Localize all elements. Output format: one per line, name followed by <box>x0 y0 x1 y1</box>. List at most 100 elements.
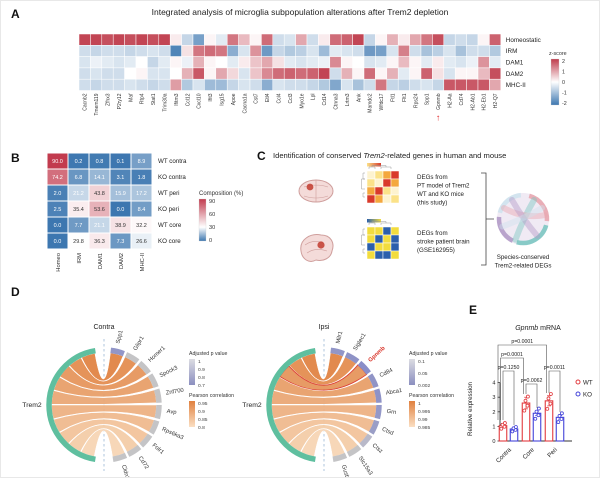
heatmap-cell <box>181 56 194 69</box>
padj-legend-tick: 1 <box>198 359 201 365</box>
data-point <box>556 420 561 424</box>
panel-e-label: E <box>469 303 478 317</box>
gene-arc <box>332 452 348 462</box>
heatmap-cell <box>420 56 433 69</box>
p-value-label: p=0.0001 <box>501 352 523 358</box>
subpopulation-row-label: DAM1 <box>506 59 524 66</box>
gene-arc <box>126 444 142 457</box>
heatmap-cell <box>192 78 205 91</box>
gene-column-label: Spp1 <box>425 93 431 105</box>
composition-value: 35.4 <box>73 207 84 213</box>
heatmap-cell <box>249 67 262 80</box>
mouse-deg-heatmap <box>361 163 400 204</box>
heatmap-cell <box>215 33 228 46</box>
heatmap-cell <box>432 78 445 91</box>
hub-arc <box>266 347 316 463</box>
heatmap-cell <box>215 45 228 57</box>
heatmap-cell <box>101 78 114 91</box>
composition-legend-tick: 30 <box>209 225 215 231</box>
composition-value: 74.2 <box>52 175 63 181</box>
padj-legend-tick: 0.05 <box>418 371 428 377</box>
composition-value: 17.2 <box>136 191 147 197</box>
padj-legend-tick: 0.8 <box>198 375 205 381</box>
data-point <box>523 398 528 403</box>
gene-arc <box>137 360 151 375</box>
composition-row-label: KO core <box>158 238 181 245</box>
panel-b-label: B <box>11 151 20 165</box>
data-point <box>526 394 530 399</box>
pearson-legend-tick: 0.9 <box>198 409 205 415</box>
heatmap-cell <box>124 78 137 91</box>
gene-column-label: Cxcl10 <box>197 93 203 109</box>
conserved-degs-chord-icon <box>496 192 550 246</box>
composition-value: 7.3 <box>117 239 125 245</box>
heatmap-cell <box>295 67 308 80</box>
composition-legend-tick: 0 <box>209 238 212 244</box>
heatmap-cell <box>489 56 502 69</box>
heatmap-cell <box>363 56 376 69</box>
chord-gene-label: Homer1 <box>148 345 167 363</box>
heatmap-cell <box>443 56 456 69</box>
heatmap-cell <box>169 33 182 46</box>
gene-column-label: H2-Q7 <box>493 93 499 108</box>
heatmap-cell <box>261 67 274 80</box>
significance-bracket <box>548 370 561 412</box>
data-point <box>537 406 541 411</box>
heatmap-cell <box>204 56 217 69</box>
subpopulation-row-label: DAM2 <box>506 71 524 78</box>
gene-column-label: Etl4 <box>265 93 271 102</box>
heatmap-cell <box>397 78 410 91</box>
heatmap-cell <box>158 45 171 57</box>
heatmap-cell <box>226 56 239 69</box>
gene-column-label: Trim30a <box>163 93 169 111</box>
heatmap-cell <box>249 56 262 69</box>
composition-value: 3.1 <box>117 175 125 181</box>
gene-column-label: Cacnb2 <box>83 93 89 110</box>
mouse-deg-text-line: WT and KO mice <box>417 191 465 198</box>
panel-a-label: A <box>11 7 20 21</box>
colorbar <box>550 58 560 106</box>
composition-value: 0.1 <box>117 159 125 165</box>
data-point <box>560 411 564 416</box>
heatmap-cell <box>272 78 285 91</box>
gene-column-label: Ctnna3 <box>334 93 340 109</box>
padj-legend-tick: 0.1 <box>418 359 425 365</box>
heatmap-cell <box>420 33 433 46</box>
gene-column-label: H2-Eb1 <box>482 93 488 110</box>
pearson-legend-bar <box>409 401 415 427</box>
gene-arc <box>368 419 380 435</box>
bracket <box>481 172 494 266</box>
chord-gene-label: Folr1 <box>151 443 165 456</box>
heatmap-cell <box>135 56 148 69</box>
heatmap-cell <box>261 56 274 69</box>
chord-gene-label: Cd72 <box>137 456 150 471</box>
heatmap-cell <box>226 33 239 46</box>
chord-gene-label: Ctsd <box>381 427 394 437</box>
padj-legend-tick: 0.9 <box>198 367 205 373</box>
composition-legend-tick: 60 <box>209 212 215 218</box>
data-point <box>533 416 538 421</box>
gene-column-label: P2ry12 <box>117 93 123 109</box>
colorbar-tick: -1 <box>562 91 567 97</box>
heatmap-cell <box>340 67 353 80</box>
heatmap-cell <box>432 45 445 57</box>
padj-legend-title: Adjusted p value <box>189 351 227 357</box>
heatmap-cell <box>112 45 125 57</box>
heatmap-cell <box>454 45 467 57</box>
chord-title: Contra <box>93 324 114 331</box>
hub-label: Trem2 <box>22 402 42 409</box>
heatmap-cell <box>78 33 91 46</box>
heatmap-cell <box>295 45 308 57</box>
heatmap-cell <box>375 45 388 57</box>
heatmap-cell <box>226 45 239 57</box>
significance-bracket <box>497 344 547 420</box>
panel-e-bar-chart: Gpnmb mRNA 0 1 2 3 4 Relative expression Contra… <box>467 325 593 465</box>
composition-row-label: KO contra <box>158 174 186 181</box>
pearson-legend-title: Pearson correlation <box>189 393 234 399</box>
padj-legend-tick: 0.002 <box>418 383 431 389</box>
gene-column-label: Mamdc2 <box>368 93 374 112</box>
gene-column-label: Ifit3 <box>208 93 214 101</box>
heatmap-cell <box>352 67 365 80</box>
heatmap-cell <box>181 67 194 80</box>
padj-legend-title: Adjusted p value <box>409 351 447 357</box>
